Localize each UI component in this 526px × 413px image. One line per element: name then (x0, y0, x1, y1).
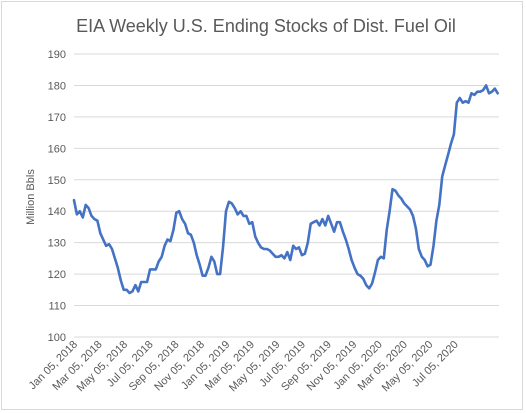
y-tick-label: 120 (48, 269, 66, 281)
series-line (72, 84, 499, 295)
y-tick-label: 170 (48, 112, 66, 124)
y-tick-label: 180 (48, 80, 66, 92)
y-tick-label: 100 (48, 332, 66, 344)
series-layer (72, 84, 499, 295)
y-tick-label: 130 (48, 238, 66, 250)
chart-title: EIA Weekly U.S. Ending Stocks of Dist. F… (76, 16, 456, 36)
y-tick-label: 110 (48, 301, 66, 313)
y-tick-label: 150 (48, 175, 66, 187)
y-axis-label: Million Bbls (25, 169, 37, 225)
y-axis-ticks: 100 110 120 130 140 150 160 170 180 190 (48, 49, 66, 344)
gridlines (74, 53, 499, 338)
y-tick-label: 190 (48, 49, 66, 61)
y-tick-label: 160 (48, 143, 66, 155)
y-tick-label: 140 (48, 206, 66, 218)
